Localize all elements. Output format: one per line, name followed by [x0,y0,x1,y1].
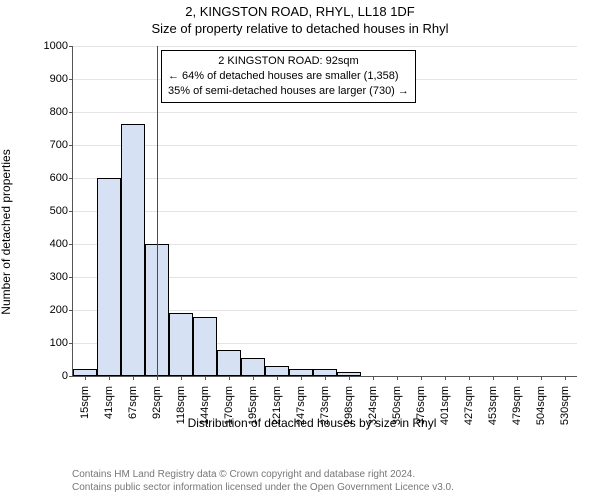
histogram-bar [193,317,217,376]
y-tick-mark [69,79,73,80]
x-axis-label: Distribution of detached houses by size … [44,416,580,430]
y-tick-label: 400 [38,238,68,250]
annotation-line: ← 64% of detached houses are smaller (1,… [168,69,409,84]
x-tick-mark [373,376,374,380]
chart-title-2: Size of property relative to detached ho… [0,21,600,38]
y-tick-mark [69,211,73,212]
gridline [73,178,577,179]
x-tick-mark [493,376,494,380]
y-tick-mark [69,277,73,278]
y-tick-label: 0 [38,370,68,382]
gridline [73,145,577,146]
y-tick-label: 800 [38,106,68,118]
y-tick-label: 500 [38,205,68,217]
y-tick-label: 700 [38,139,68,151]
gridline [73,211,577,212]
chart-title-block: 2, KINGSTON ROAD, RHYL, LL18 1DF Size of… [0,0,600,38]
histogram-bar [97,178,121,376]
chart-title-1: 2, KINGSTON ROAD, RHYL, LL18 1DF [0,4,600,21]
x-tick-mark [325,376,326,380]
y-tick-mark [69,46,73,47]
x-tick-mark [253,376,254,380]
x-tick-mark [85,376,86,380]
y-tick-label: 900 [38,73,68,85]
y-tick-mark [69,112,73,113]
histogram-bar [241,358,265,376]
annotation-line: 2 KINGSTON ROAD: 92sqm [168,54,409,69]
histogram-bar [313,369,337,376]
histogram-bar [121,124,145,376]
x-tick-mark [181,376,182,380]
footer-line-2: Contains public sector information licen… [72,482,454,495]
y-tick-mark [69,178,73,179]
y-tick-mark [69,145,73,146]
annotation-line: 35% of semi-detached houses are larger (… [168,84,409,99]
x-tick-mark [157,376,158,380]
gridline [73,46,577,47]
y-tick-mark [69,310,73,311]
y-axis-label: Number of detached properties [0,149,13,314]
y-tick-label: 200 [38,304,68,316]
y-tick-mark [69,376,73,377]
histogram-bar [217,350,241,376]
x-tick-mark [109,376,110,380]
x-tick-mark [421,376,422,380]
chart-container: Number of detached properties 15sqm41sqm… [44,42,580,422]
y-tick-mark [69,343,73,344]
x-tick-mark [301,376,302,380]
footer-line-1: Contains HM Land Registry data © Crown c… [72,469,454,482]
x-tick-mark [541,376,542,380]
plot-area: 15sqm41sqm67sqm92sqm118sqm144sqm170sqm19… [72,46,577,377]
x-tick-mark [277,376,278,380]
x-tick-mark [349,376,350,380]
x-tick-mark [517,376,518,380]
histogram-bar [169,313,193,376]
x-tick-mark [397,376,398,380]
y-tick-label: 100 [38,337,68,349]
x-tick-mark [469,376,470,380]
y-tick-label: 300 [38,271,68,283]
gridline [73,112,577,113]
annotation-box: 2 KINGSTON ROAD: 92sqm← 64% of detached … [161,50,416,103]
x-tick-mark [445,376,446,380]
x-tick-mark [133,376,134,380]
footer-attribution: Contains HM Land Registry data © Crown c… [72,469,454,494]
histogram-bar [265,366,289,376]
x-tick-mark [229,376,230,380]
reference-line [157,46,158,376]
y-tick-mark [69,244,73,245]
x-tick-mark [565,376,566,380]
y-tick-label: 600 [38,172,68,184]
histogram-bar [289,369,313,376]
y-tick-label: 1000 [38,40,68,52]
histogram-bar [73,369,97,376]
x-tick-mark [205,376,206,380]
